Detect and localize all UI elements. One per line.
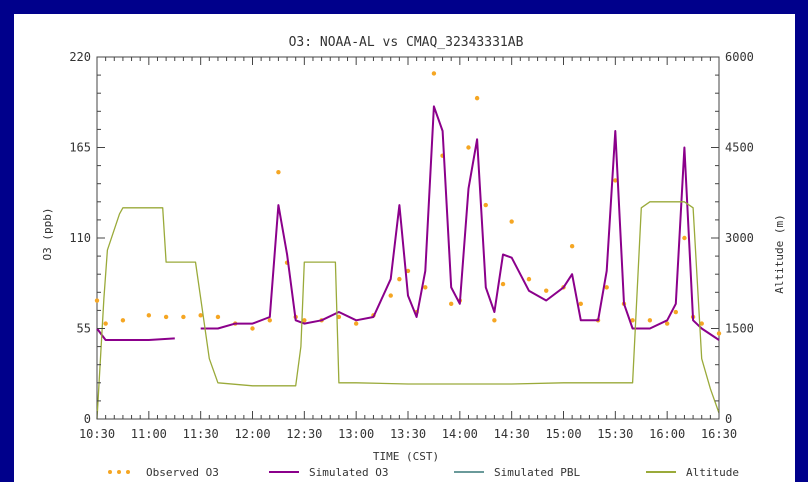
- x-tick-label: 15:00: [545, 427, 581, 441]
- observed-o3-point: [716, 331, 722, 336]
- observed-o3-point: [604, 285, 609, 290]
- observed-o3-point: [500, 281, 506, 287]
- y-tick-label: 55: [77, 322, 91, 336]
- observed-o3-point: [163, 314, 169, 320]
- legend-item-observed: Observed O3: [108, 466, 219, 479]
- legend-label: Observed O3: [146, 466, 219, 479]
- axes-layer: 10:30 11:00 11:30 12:00 12:30 13:00 13:30 14:00…: [69, 50, 754, 441]
- legend-swatch-dot: [126, 470, 130, 474]
- observed-o3-point: [336, 314, 342, 320]
- legend-item-simulated: Simulated O3: [269, 466, 388, 479]
- y-tick-label: 0: [84, 412, 91, 426]
- observed-o3-point: [423, 285, 428, 290]
- observed-o3-point: [630, 318, 635, 323]
- observed-o3-point: [509, 219, 514, 224]
- x-tick-label: 14:30: [494, 427, 530, 441]
- observed-o3-point: [544, 288, 549, 293]
- x-tick-label: 11:00: [131, 427, 167, 441]
- simulated-series-line: [96, 105, 720, 341]
- observed-o3-point: [94, 298, 100, 303]
- observed-o3-point: [215, 314, 221, 320]
- observed-o3-point: [492, 318, 497, 323]
- observed-o3-point: [466, 145, 471, 150]
- y-axis-label: O3 (ppb): [41, 208, 54, 261]
- observed-o3-point: [673, 309, 679, 315]
- observed-o3-point: [146, 313, 152, 318]
- x-tick-label: 12:00: [234, 427, 270, 441]
- x-tick-label: 12:30: [286, 427, 322, 441]
- observed-o3-point: [353, 321, 359, 326]
- legend-swatch-dot: [108, 470, 112, 474]
- x-tick-label: 11:30: [183, 427, 219, 441]
- legend: Observed O3 Simulated O3 Simulated PBL Alti…: [108, 466, 739, 479]
- observed-o3-point: [181, 314, 186, 320]
- observed-o3-point: [267, 318, 272, 323]
- observed-o3-point: [120, 318, 126, 323]
- legend-swatch-dot: [117, 470, 121, 474]
- x-tick-label: 16:00: [649, 427, 685, 441]
- ozone-chart: 10:30 11:00 11:30 12:00 12:30 13:00 13:30 14:00…: [41, 35, 786, 479]
- observed-o3-point: [198, 313, 203, 318]
- x-axis-label: TIME (CST): [373, 450, 439, 463]
- y2-tick-label: 4500: [725, 141, 754, 155]
- y2-axis-label: Altitude (m): [773, 214, 786, 293]
- y-tick-label: 110: [69, 231, 91, 245]
- observed-o3-point: [526, 276, 532, 282]
- observed-o3-point: [474, 95, 480, 101]
- observed-o3-point: [250, 326, 255, 331]
- y-tick-label: 165: [69, 141, 91, 155]
- observed-o3-point: [431, 71, 437, 76]
- chart-title: O3: NOAA-AL vs CMAQ_32343331AB: [289, 35, 524, 50]
- legend-label: Simulated PBL: [494, 466, 580, 479]
- observed-o3-point: [405, 268, 411, 274]
- legend-label: Altitude: [686, 466, 739, 479]
- y2-tick-label: 1500: [725, 322, 754, 336]
- observed-o3-point: [276, 169, 281, 175]
- text-layer: O3: NOAA-AL vs CMAQ_32343331AB TIME (CST…: [41, 35, 786, 463]
- y-tick-label: 220: [69, 50, 91, 64]
- observed-o3-point: [388, 293, 393, 298]
- observed-o3-point: [302, 318, 307, 323]
- legend-item-pbl: Simulated PBL: [454, 466, 580, 479]
- observed-o3-point: [682, 235, 687, 241]
- chart-frame: 10:30 11:00 11:30 12:00 12:30 13:00 13:30 14:00…: [14, 14, 795, 482]
- altitude-series-line: [96, 201, 720, 420]
- observed-o3-point: [699, 321, 704, 326]
- observed-o3-point: [569, 244, 575, 249]
- observed-o3-point: [103, 321, 108, 326]
- y2-tick-label: 0: [725, 412, 732, 426]
- observed-o3-point: [448, 301, 454, 307]
- x-tick-label: 14:00: [442, 427, 478, 441]
- x-tick-label: 15:30: [597, 427, 633, 441]
- legend-label: Simulated O3: [309, 466, 388, 479]
- y2-tick-label: 6000: [725, 50, 754, 64]
- legend-item-altitude: Altitude: [646, 466, 739, 479]
- y2-tick-label: 3000: [725, 231, 754, 245]
- observed-o3-point: [483, 202, 488, 208]
- observed-o3-point: [397, 276, 402, 282]
- observed-o3-point: [578, 301, 583, 307]
- observed-o3-point: [613, 178, 618, 183]
- x-tick-label: 13:30: [390, 427, 426, 441]
- series-layer: [94, 71, 722, 420]
- plot-area: [96, 56, 720, 420]
- x-tick-label: 10:30: [79, 427, 115, 441]
- observed-o3-point: [647, 318, 653, 323]
- x-tick-label: 16:30: [701, 427, 737, 441]
- x-tick-label: 13:00: [338, 427, 374, 441]
- observed-o3-point: [664, 321, 670, 326]
- plot-border: [96, 56, 720, 420]
